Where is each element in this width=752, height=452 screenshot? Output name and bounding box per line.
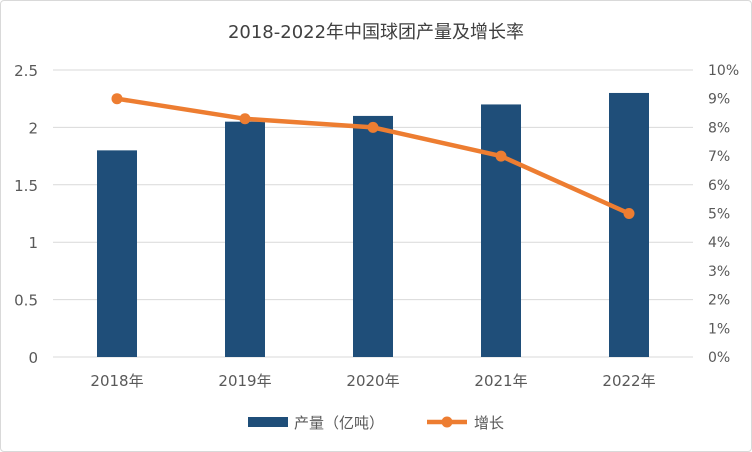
- y-right-tick-label: 4%: [708, 235, 730, 251]
- y-right-tick-label: 0%: [708, 350, 730, 366]
- y-right-tick-label: 2%: [708, 293, 730, 309]
- legend-label: 产量（亿吨）: [294, 414, 384, 432]
- y-right-tick-label: 1%: [708, 321, 730, 337]
- x-tick-label: 2018年: [90, 372, 143, 390]
- x-tick-label: 2019年: [218, 372, 271, 390]
- y-right-tick-label: 5%: [708, 207, 730, 223]
- line-point: [623, 208, 635, 219]
- bar: [481, 104, 521, 357]
- x-tick-label: 2021年: [474, 372, 527, 390]
- bar: [225, 121, 265, 357]
- y-left-tick-label: 1.5: [14, 177, 38, 195]
- y-left-tick-label: 0.5: [14, 292, 38, 310]
- x-tick-label: 2020年: [346, 372, 399, 390]
- y-left-tick-label: 2.5: [14, 62, 38, 80]
- chart-title: 2018-2022年中国球团产量及增长率: [228, 22, 524, 43]
- y-left-tick-label: 2: [28, 119, 38, 137]
- line-point: [111, 93, 123, 105]
- y-right-tick-label: 9%: [708, 92, 730, 108]
- y-left-tick-label: 1: [28, 234, 38, 252]
- y-right-tick-label: 7%: [708, 149, 730, 165]
- line-point: [495, 150, 507, 162]
- y-right-tick-label: 6%: [708, 178, 730, 194]
- legend-marker: [441, 416, 453, 428]
- y-right-tick-label: 10%: [708, 63, 739, 79]
- bar: [353, 115, 393, 357]
- y-right-tick-label: 3%: [708, 264, 730, 280]
- bar: [609, 92, 649, 358]
- bar: [97, 150, 137, 357]
- y-left-tick-label: 0: [28, 349, 38, 367]
- legend-label: 增长: [474, 414, 504, 432]
- legend-swatch-bar: [248, 417, 288, 427]
- line-point: [367, 121, 379, 133]
- x-tick-label: 2022年: [602, 372, 655, 390]
- y-right-tick-label: 8%: [708, 120, 730, 136]
- line-point: [239, 113, 251, 125]
